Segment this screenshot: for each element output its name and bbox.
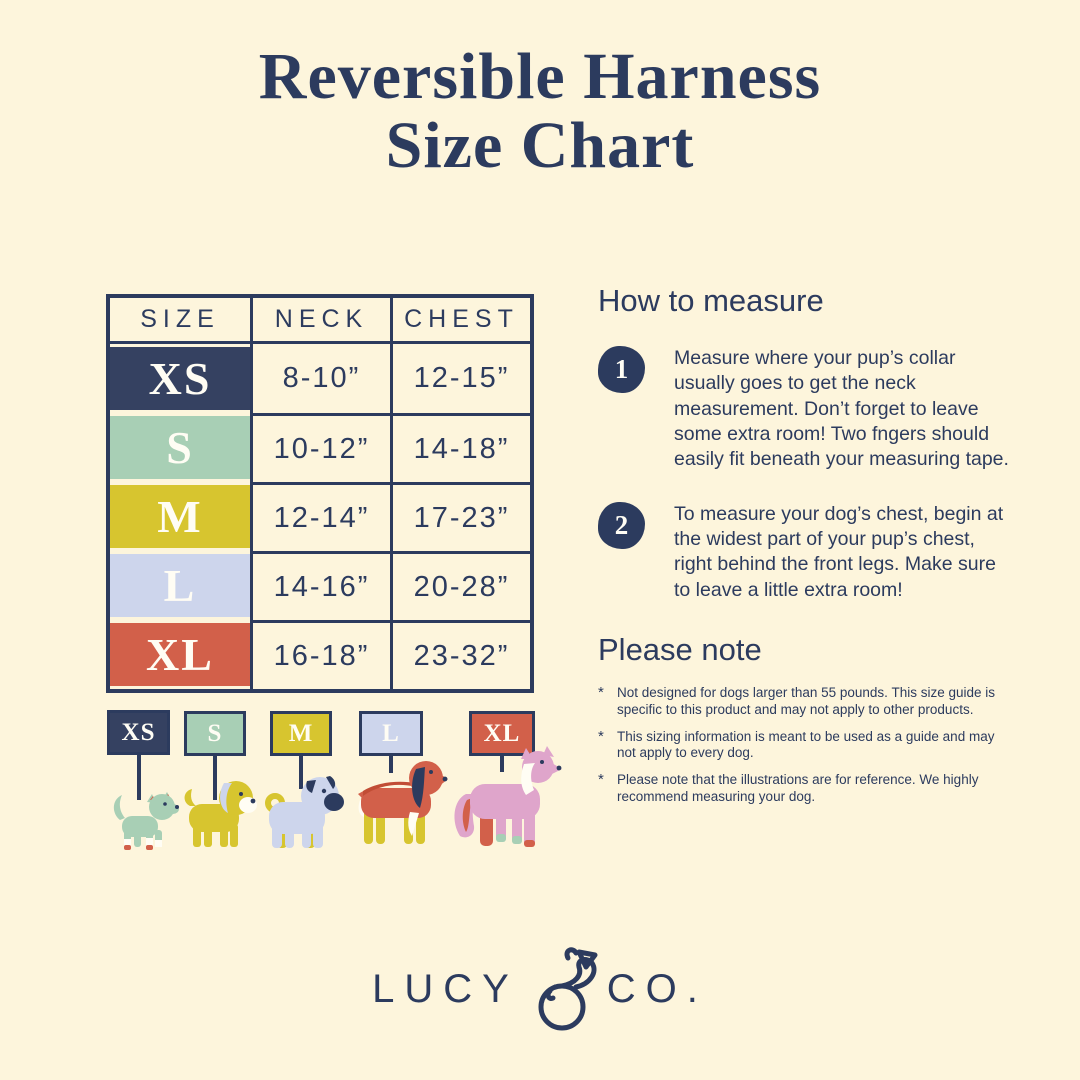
table-row-xl-size: XL (110, 620, 250, 689)
sign-stick (299, 756, 303, 789)
table-row-s-size: S (110, 413, 250, 482)
sign-stick (213, 756, 217, 800)
sign-stick (500, 756, 504, 772)
column-header-size: SIZE (110, 298, 250, 344)
instructions-panel: How to measure 1 Measure where your pup’… (598, 283, 1014, 816)
note-text: This sizing information is meant to be u… (617, 728, 995, 761)
column-header-chest: CHEST (390, 298, 530, 344)
page-title: Reversible Harness Size Chart (0, 42, 1080, 181)
size-marker-xl: XL (469, 711, 535, 772)
note-text: Please note that the illustrations are f… (617, 772, 979, 804)
step-1-number-badge: 1 (598, 346, 645, 393)
title-line-1: Reversible Harness (258, 40, 822, 113)
table-row-xl-neck: 16-18” (250, 620, 390, 689)
asterisk-marker: * (598, 727, 604, 745)
table-row-xs-chest: 12-15” (390, 344, 530, 413)
logo-word-lucy: LUCY (372, 966, 519, 1011)
note-item: * This sizing information is meant to be… (598, 727, 1014, 762)
column-header-neck: NECK (250, 298, 390, 344)
size-marker-m: M (270, 711, 332, 789)
size-marker-xs: XS (107, 710, 170, 800)
measure-steps: 1 Measure where your pup’s collar usuall… (598, 346, 1014, 603)
title-line-2: Size Chart (385, 109, 695, 183)
sign-stick (136, 755, 141, 800)
note-text: Not designed for dogs larger than 55 pou… (617, 685, 995, 717)
note-item: * Please note that the illustrations are… (598, 771, 1014, 805)
step-2: 2 To measure your dog’s chest, begin at … (598, 501, 1014, 603)
table-row-s-chest: 14-18” (390, 413, 530, 482)
table-row-s-neck: 10-12” (250, 413, 390, 482)
table-row-m-chest: 17-23” (390, 482, 530, 551)
table-row-m-size: M (110, 482, 250, 551)
table-row-xs-neck: 8-10” (250, 344, 390, 413)
size-marker-s: S (184, 711, 246, 800)
size-marker-l: L (359, 711, 423, 773)
step-2-text: To measure your dog’s chest, begin at th… (674, 502, 1004, 601)
s-dog-illustration (184, 781, 257, 847)
dog-ampersand-icon (538, 947, 598, 1031)
note-item: * Not designed for dogs larger than 55 p… (598, 684, 1014, 718)
table-row-m-neck: 12-14” (250, 482, 390, 551)
table-row-l-size: L (110, 551, 250, 620)
table-row-xs-size: XS (110, 344, 250, 413)
asterisk-marker: * (598, 684, 604, 702)
table-row-l-chest: 20-28” (390, 551, 530, 620)
table-row-xl-chest: 23-32” (390, 620, 530, 689)
m-dog-illustration (265, 776, 344, 848)
xs-dog-illustration (113, 792, 179, 850)
l-dog-illustration (358, 761, 448, 844)
logo-word-co: CO. (606, 966, 708, 1011)
xl-dog-illustration (454, 746, 562, 847)
asterisk-marker: * (598, 771, 604, 789)
please-note-heading: Please note (598, 632, 762, 668)
how-to-measure-heading: How to measure (598, 283, 824, 318)
notes-list: * Not designed for dogs larger than 55 p… (598, 684, 1014, 805)
step-1-text: Measure where your pup’s collar usually … (674, 347, 1009, 471)
sign-stick (389, 756, 393, 773)
table-row-l-neck: 14-16” (250, 551, 390, 620)
step-2-number-badge: 2 (598, 501, 645, 549)
brand-logo: LUCY CO. (0, 946, 1080, 1032)
size-table: SIZE NECK CHEST XS 8-10” 12-15” S 10-12”… (106, 294, 534, 693)
step-1: 1 Measure where your pup’s collar usuall… (598, 346, 1014, 473)
